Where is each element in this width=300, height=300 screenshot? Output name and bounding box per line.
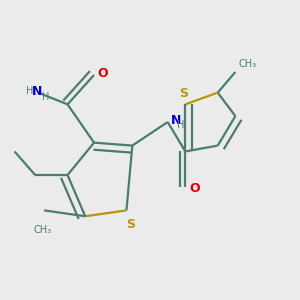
Text: H: H — [176, 120, 184, 130]
Text: CH₃: CH₃ — [238, 59, 256, 69]
Text: O: O — [97, 67, 108, 80]
Text: S: S — [126, 218, 135, 231]
Text: N: N — [171, 114, 181, 127]
Text: CH₃: CH₃ — [34, 225, 52, 235]
Text: N: N — [32, 85, 42, 98]
Text: H: H — [26, 86, 34, 96]
Text: O: O — [190, 182, 200, 195]
Text: H: H — [42, 92, 49, 102]
Text: S: S — [179, 87, 188, 100]
